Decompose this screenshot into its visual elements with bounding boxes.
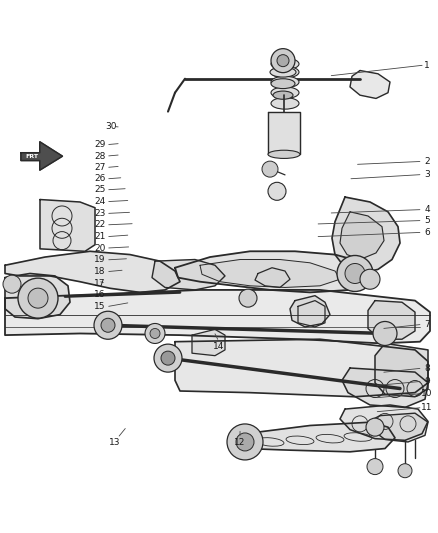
Circle shape: [101, 318, 115, 332]
Circle shape: [227, 424, 263, 460]
Text: 9: 9: [424, 377, 430, 386]
Circle shape: [373, 321, 397, 345]
Text: 1: 1: [424, 61, 430, 69]
Polygon shape: [192, 329, 225, 356]
Text: 25: 25: [94, 185, 106, 195]
Text: 3: 3: [424, 170, 430, 179]
Polygon shape: [340, 405, 428, 440]
Ellipse shape: [271, 79, 295, 88]
Ellipse shape: [273, 91, 293, 99]
Polygon shape: [21, 142, 63, 170]
Text: 18: 18: [94, 267, 106, 276]
Text: 17: 17: [94, 279, 106, 288]
Text: 15: 15: [94, 302, 106, 311]
Text: 21: 21: [94, 232, 106, 241]
Polygon shape: [290, 296, 330, 327]
Text: 13: 13: [109, 438, 120, 447]
Polygon shape: [40, 199, 95, 251]
Circle shape: [161, 351, 175, 365]
Text: 23: 23: [94, 209, 106, 218]
Polygon shape: [232, 422, 395, 452]
Circle shape: [360, 269, 380, 289]
Text: 22: 22: [94, 220, 106, 229]
Polygon shape: [375, 343, 428, 397]
Polygon shape: [200, 260, 340, 287]
Circle shape: [94, 311, 122, 340]
Polygon shape: [268, 111, 300, 155]
Circle shape: [366, 418, 384, 436]
Text: 20: 20: [94, 244, 106, 253]
Polygon shape: [152, 260, 225, 290]
Circle shape: [145, 324, 165, 343]
Polygon shape: [5, 290, 430, 343]
Polygon shape: [340, 212, 384, 260]
Text: 7: 7: [424, 320, 430, 329]
Polygon shape: [332, 197, 400, 273]
Ellipse shape: [271, 67, 299, 78]
Circle shape: [345, 263, 365, 284]
Ellipse shape: [268, 150, 300, 158]
Text: 4: 4: [424, 205, 430, 214]
Circle shape: [18, 278, 58, 318]
Text: 11: 11: [421, 403, 433, 412]
Circle shape: [398, 464, 412, 478]
Text: 16: 16: [94, 290, 106, 300]
Polygon shape: [175, 339, 428, 397]
Circle shape: [236, 433, 254, 451]
Ellipse shape: [271, 76, 299, 88]
Polygon shape: [372, 413, 428, 442]
Circle shape: [262, 161, 278, 177]
Polygon shape: [342, 368, 428, 407]
Text: 5: 5: [424, 216, 430, 225]
Text: 14: 14: [213, 342, 225, 351]
Ellipse shape: [271, 58, 299, 70]
Polygon shape: [5, 273, 70, 319]
Circle shape: [150, 328, 160, 338]
Text: 6: 6: [424, 228, 430, 237]
Circle shape: [3, 275, 21, 293]
Ellipse shape: [271, 87, 299, 99]
Ellipse shape: [270, 67, 296, 77]
Text: 10: 10: [421, 389, 433, 398]
Polygon shape: [298, 301, 325, 327]
Circle shape: [154, 344, 182, 372]
Polygon shape: [350, 70, 390, 99]
Circle shape: [28, 288, 48, 308]
Text: FRT: FRT: [25, 154, 39, 159]
Circle shape: [367, 458, 383, 474]
Text: 2: 2: [424, 157, 430, 166]
Polygon shape: [5, 251, 180, 293]
Text: 19: 19: [94, 255, 106, 264]
Circle shape: [271, 49, 295, 72]
Polygon shape: [368, 301, 415, 339]
Text: 24: 24: [94, 197, 106, 206]
Circle shape: [337, 255, 373, 292]
Ellipse shape: [271, 98, 299, 109]
Circle shape: [239, 289, 257, 307]
Text: 26: 26: [94, 174, 106, 183]
Circle shape: [268, 182, 286, 200]
Polygon shape: [255, 268, 290, 287]
Text: 12: 12: [234, 438, 246, 447]
Text: 30: 30: [106, 122, 117, 131]
Circle shape: [277, 55, 289, 67]
Text: 8: 8: [424, 364, 430, 373]
Text: 29: 29: [94, 140, 106, 149]
Polygon shape: [175, 251, 375, 293]
Text: 28: 28: [94, 151, 106, 160]
Text: 27: 27: [94, 163, 106, 172]
